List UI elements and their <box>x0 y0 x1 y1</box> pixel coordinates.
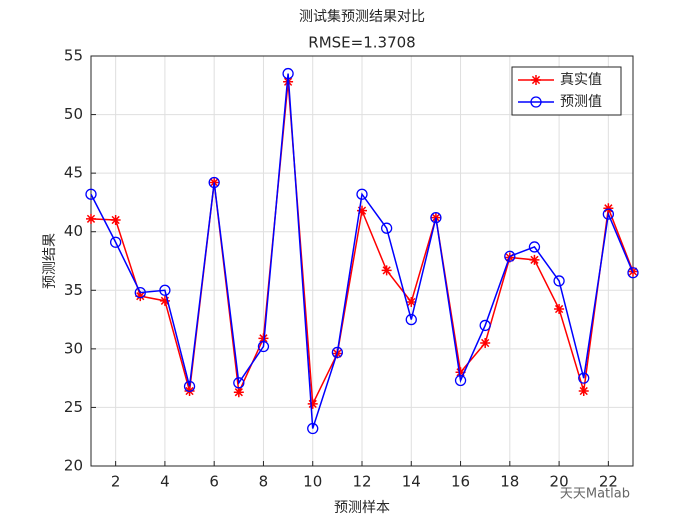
point <box>86 213 96 224</box>
legend-label: 真实值 <box>560 72 602 88</box>
x-tick-label: 8 <box>259 473 269 491</box>
point <box>357 205 367 216</box>
point <box>455 367 466 378</box>
point <box>307 398 318 409</box>
point <box>257 340 270 353</box>
chart-title: 测试集预测结果对比 <box>299 8 425 25</box>
point <box>528 241 541 253</box>
point <box>627 267 639 279</box>
x-tick-label: 22 <box>599 473 618 491</box>
y-tick-label: 20 <box>64 457 83 475</box>
x-tick-label: 2 <box>111 473 121 491</box>
y-tick-label: 25 <box>64 398 83 416</box>
point <box>578 372 590 384</box>
point <box>554 304 565 315</box>
x-tick-label: 4 <box>160 473 170 491</box>
x-tick-label: 20 <box>550 473 569 491</box>
watermark: 天天Matlab <box>560 487 630 502</box>
point <box>603 203 614 214</box>
legend-label: 预测值 <box>560 94 602 110</box>
point <box>307 422 319 435</box>
point <box>110 215 121 225</box>
legend-marker <box>531 75 541 85</box>
y-axis-label: 预测结果 <box>42 233 58 289</box>
point <box>135 291 146 302</box>
point <box>208 176 220 189</box>
point <box>159 284 171 296</box>
x-tick-label: 14 <box>402 473 421 491</box>
y-tick-label: 30 <box>64 339 83 357</box>
x-tick-label: 18 <box>500 473 519 491</box>
point <box>134 286 146 299</box>
y-tick-label: 40 <box>64 222 83 240</box>
point <box>282 67 294 80</box>
x-axis-label: 预测样本 <box>334 500 390 516</box>
point <box>430 212 442 224</box>
point <box>85 188 97 200</box>
point <box>331 346 344 359</box>
y-tick-label: 35 <box>64 281 83 299</box>
point <box>553 275 565 287</box>
point <box>602 208 615 220</box>
point <box>159 295 170 306</box>
legend-box <box>511 66 622 116</box>
x-tick-label: 10 <box>303 473 322 491</box>
point <box>480 338 491 348</box>
point <box>381 265 392 276</box>
x-tick-label: 16 <box>451 473 470 491</box>
point <box>406 297 417 307</box>
point <box>454 374 467 387</box>
point <box>109 236 122 248</box>
point <box>405 313 417 326</box>
point <box>529 254 540 265</box>
point <box>504 250 516 262</box>
series-line <box>90 73 634 429</box>
y-tick-label: 55 <box>64 47 83 65</box>
y-tick-label: 45 <box>64 164 83 182</box>
x-tick-label: 12 <box>352 473 371 491</box>
x-tick-label: 6 <box>209 473 219 491</box>
point <box>479 319 491 332</box>
point <box>578 386 589 397</box>
point <box>233 387 244 398</box>
legend-marker <box>530 96 542 108</box>
y-tick-label: 50 <box>64 105 83 123</box>
point <box>183 380 196 392</box>
point <box>356 188 368 200</box>
chart-subtitle: RMSE=1.3708 <box>308 34 415 52</box>
plot-frame <box>90 55 634 467</box>
point <box>380 222 393 234</box>
point <box>233 377 245 389</box>
